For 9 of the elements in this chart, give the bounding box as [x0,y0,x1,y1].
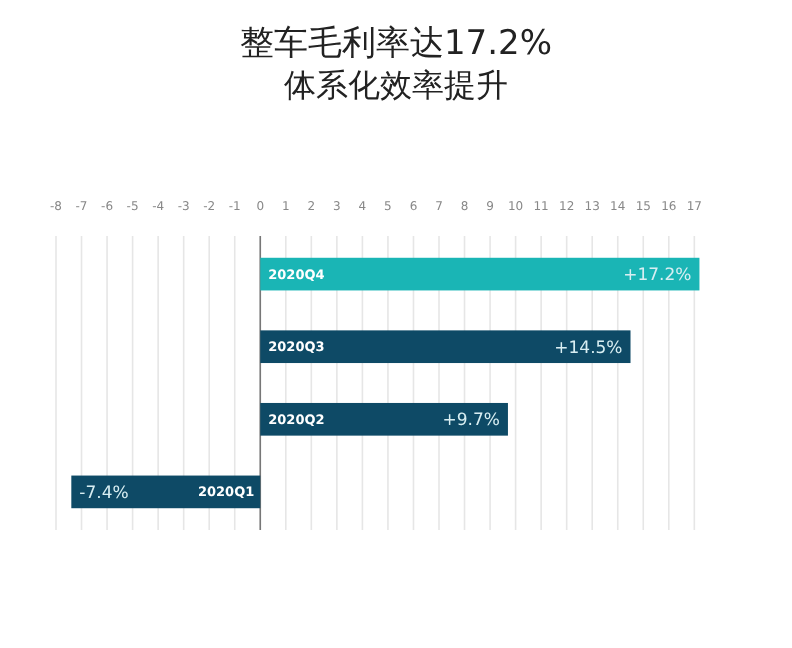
bar [260,257,700,291]
data-label: +17.2% [623,266,692,287]
data-label: +9.7% [442,411,500,432]
data-label: -7.4% [79,483,129,504]
data-label: +14.5% [554,338,623,359]
chart-subtitle: 体系化效率提升 [284,66,508,104]
bar [260,402,508,436]
chart-title: 整车毛利率达17.2% [239,24,553,64]
bar [260,330,631,364]
